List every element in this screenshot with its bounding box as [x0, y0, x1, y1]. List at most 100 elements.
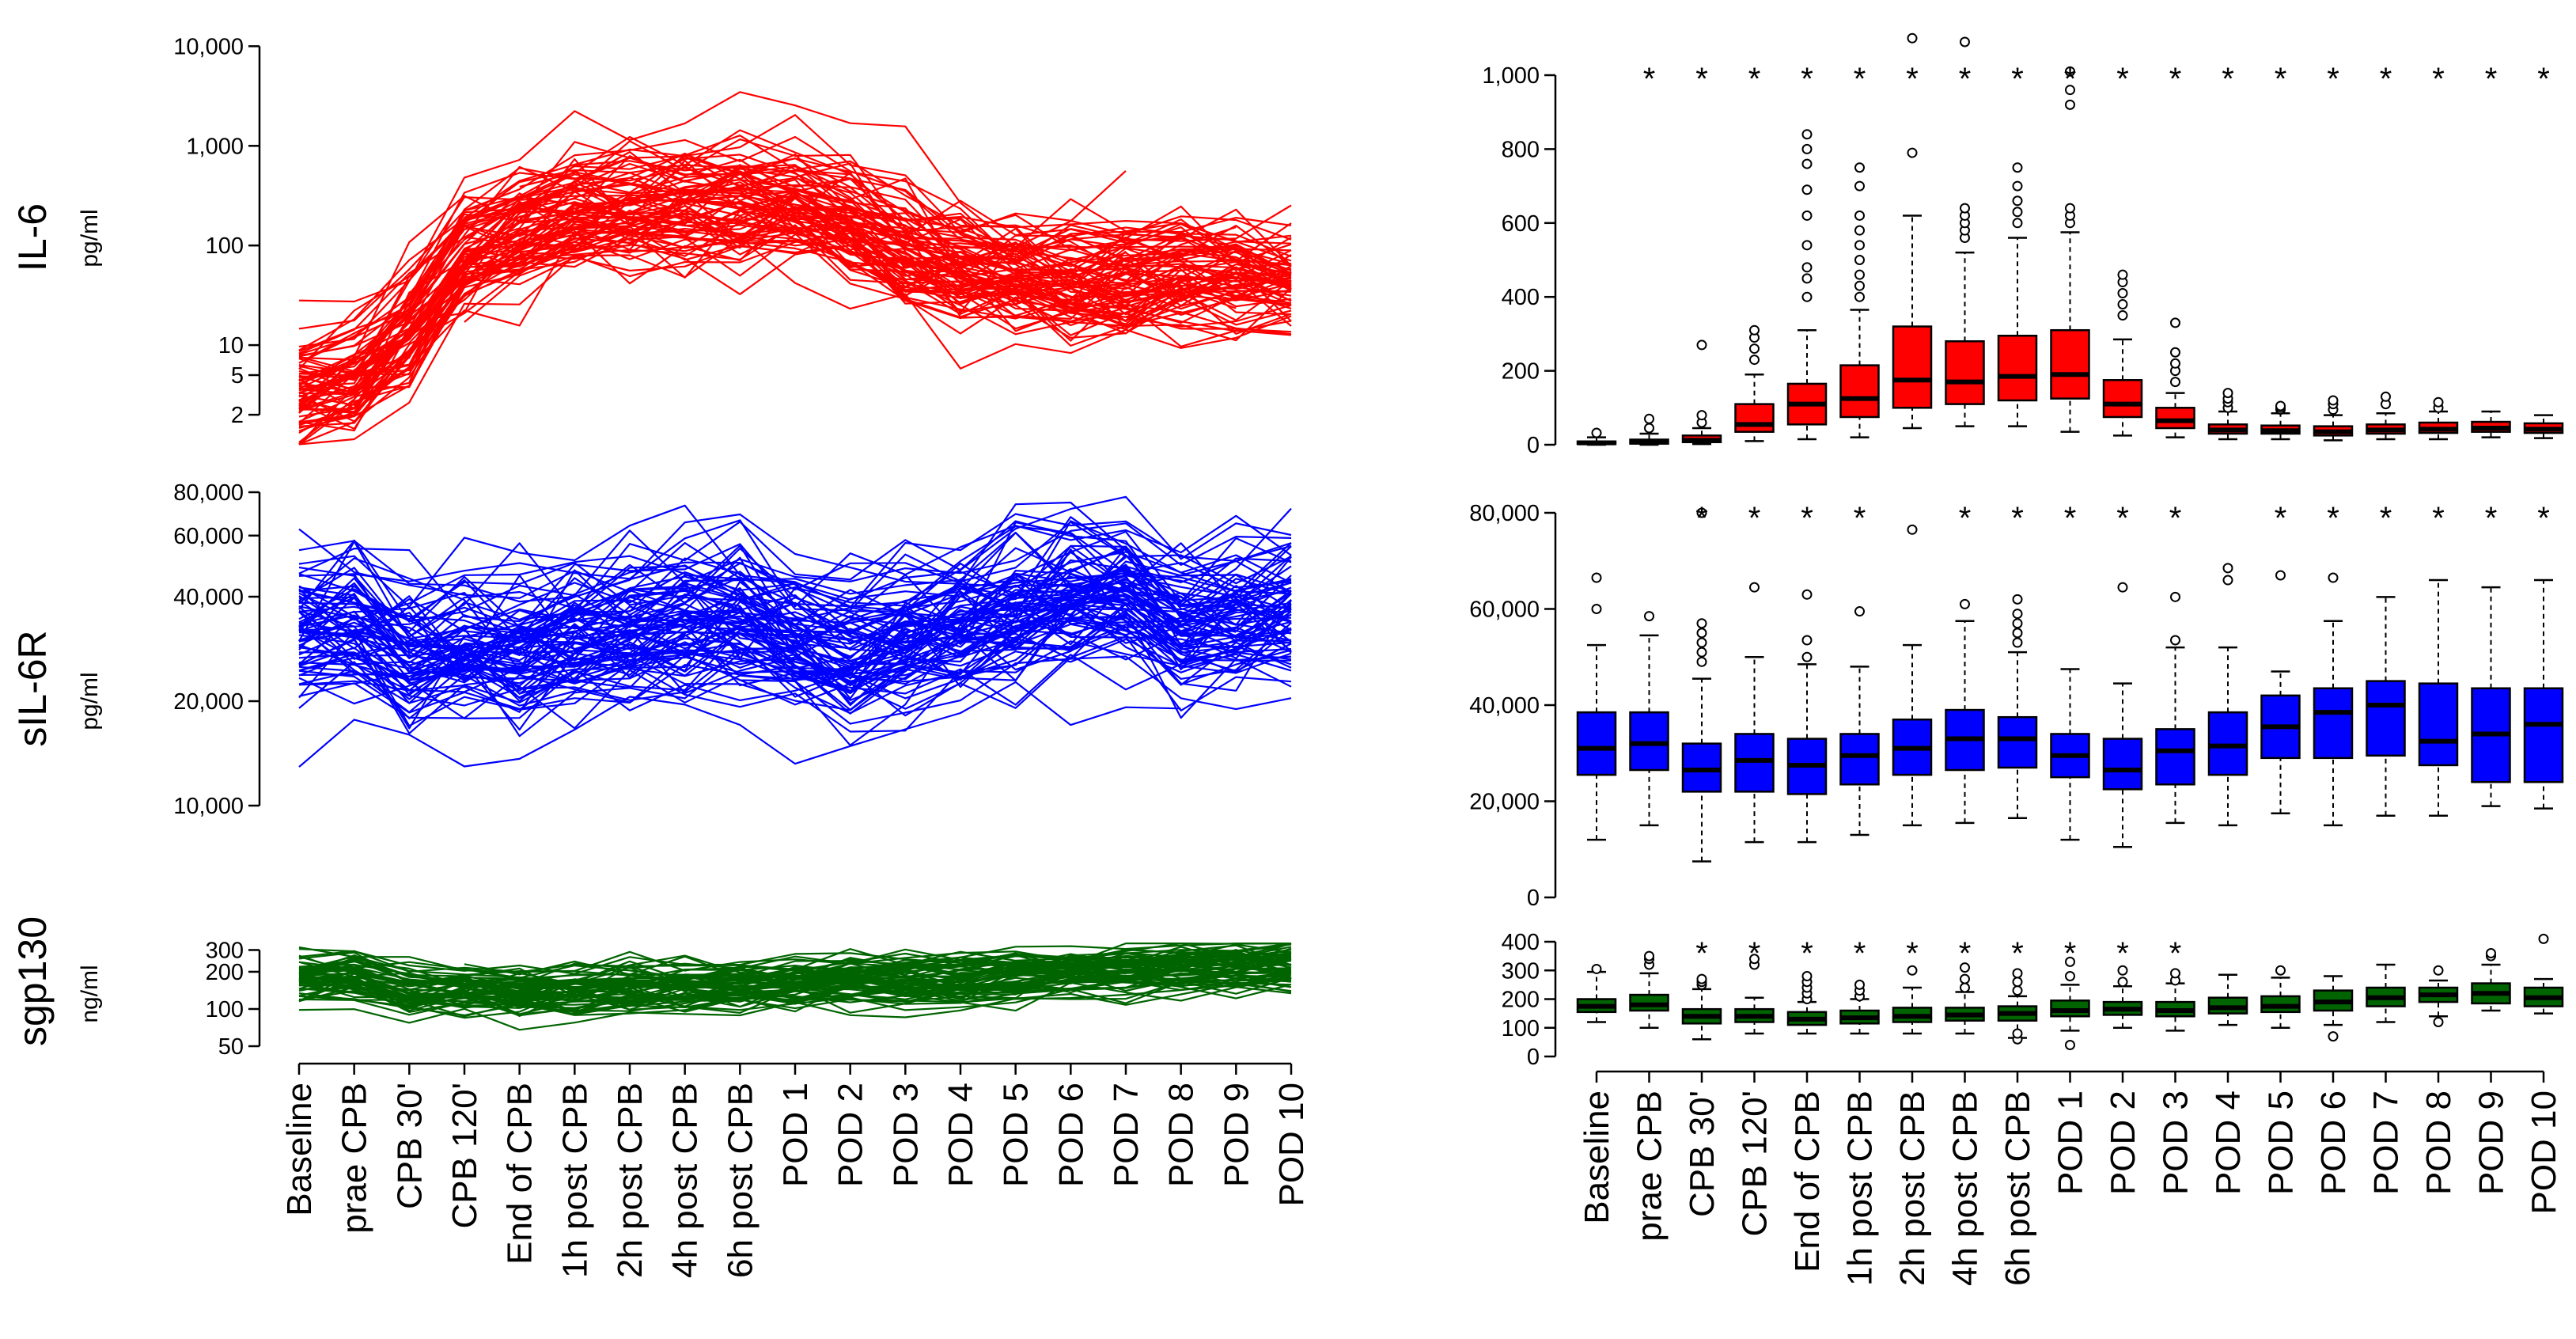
- il6-box-outlier: [2275, 400, 2286, 412]
- sgp130-box-13: [2260, 965, 2301, 1029]
- left-category-label: CPB 120': [445, 1083, 484, 1229]
- sgp130-significance-star: *: [1801, 936, 1813, 971]
- il6-y-tick-label: 100: [206, 233, 244, 259]
- il6-box-iqr: [2155, 407, 2195, 430]
- sgp130-box-17: [2471, 948, 2511, 1012]
- left-category-label: CPB 30': [390, 1083, 429, 1209]
- sgp130-box-panel: 0 100 200 300 400 * * * * * * * * * *: [1502, 930, 2564, 1070]
- il6-series-line: [298, 224, 1292, 431]
- sgp130-box-outlier: [1801, 971, 1813, 981]
- il6-box-8: *: [1997, 62, 2038, 427]
- sil6r-box-1: [1629, 611, 1669, 827]
- sgp130-significance-star: *: [1906, 936, 1919, 971]
- sgp130-box-4: *: [1786, 936, 1828, 1035]
- right-category-label: 1h post CPB: [1841, 1091, 1880, 1286]
- sil6r-series-line: [298, 617, 1292, 705]
- il6-box-iqr: [1997, 334, 2038, 402]
- sgp130-box-14: [2313, 975, 2354, 1042]
- left-category-axis: Baseline prae CPB CPB 30' CPB 120' End of CP…: [280, 1062, 1311, 1278]
- left-category-label: POD 4: [941, 1083, 980, 1187]
- left-category-label: POD 1: [776, 1083, 815, 1187]
- sgp130-box-outlier: [2170, 968, 2180, 979]
- il6-box-outlier: [2012, 180, 2023, 192]
- sgp130-significance-star: *: [1959, 936, 1972, 971]
- sgp130-box-5: *: [1839, 936, 1880, 1035]
- sil6r-series-line: [298, 578, 1292, 685]
- il6-significance-star: *: [2380, 62, 2392, 97]
- il6-box-outlier: [1854, 210, 1865, 221]
- il6-box-outlier: [1696, 410, 1707, 421]
- sil6r-box-outlier: [1591, 604, 1602, 614]
- sil6r-box-iqr: [1997, 715, 2038, 769]
- il6-series-line: [408, 152, 1292, 300]
- sil6r-box-2: *: [1681, 501, 1722, 863]
- row-title-sgp130-text: sgp130: [10, 916, 55, 1046]
- sil6r-box-3: *: [1734, 501, 1775, 844]
- il6-box-outlier: [1644, 423, 1654, 434]
- il6-box-outlier: [1960, 36, 1970, 47]
- il6-box-14: *: [2313, 62, 2354, 442]
- right-category-label: POD 3: [2157, 1091, 2195, 1195]
- sil6r-box-y-tick-label: 0: [1527, 886, 1540, 911]
- left-category-label: prae CPB: [335, 1083, 374, 1234]
- right-category-label: POD 1: [2051, 1091, 2090, 1195]
- right-category-label: POD 5: [2262, 1091, 2301, 1195]
- sgp130-significance-star: *: [2011, 936, 2024, 971]
- il6-box-outlier: [1854, 180, 1865, 192]
- il6-significance-star: *: [2011, 62, 2024, 97]
- il6-series-line: [298, 201, 1292, 418]
- sil6r-box-outlier: [1696, 507, 1707, 518]
- left-category-label: 1h post CPB: [555, 1083, 594, 1278]
- sgp130-series-line: [298, 942, 1291, 973]
- il6-box-outlier: [2170, 317, 2180, 328]
- il6-box-outlier: [1801, 240, 1813, 251]
- il6-box-outlier: [1854, 225, 1865, 236]
- sgp130-box-8: *: [1997, 936, 2038, 1045]
- il6-series-line: [298, 234, 1292, 423]
- il6-box-outlier: [1801, 143, 1813, 154]
- sil6r-box-14: *: [2313, 501, 2354, 827]
- sil6r-y-tick-label: 20,000: [173, 689, 244, 715]
- sil6r-box-outlier: [2117, 582, 2128, 593]
- left-category-label: 6h post CPB: [721, 1083, 760, 1278]
- sgp130-box-y-tick-label: 100: [1502, 1016, 1540, 1041]
- il6-box-outlier: [1696, 339, 1707, 351]
- il6-box-iqr: [1945, 339, 1985, 405]
- right-category-label: 2h post CPB: [1893, 1091, 1932, 1286]
- sil6r-significance-star: *: [2380, 501, 2392, 536]
- sgp130-box-outlier: [2538, 933, 2549, 944]
- il6-box-5: *: [1839, 62, 1880, 438]
- il6-box-y-tick-label: 600: [1502, 211, 1540, 237]
- left-category-label: POD 10: [1272, 1083, 1311, 1207]
- sgp130-box-18: [2523, 933, 2564, 1015]
- il6-series-line: [298, 191, 1292, 382]
- il6-significance-star: *: [2537, 62, 2550, 97]
- sgp130-box-outlier: [1960, 973, 1970, 984]
- il6-box-9: *: [2050, 62, 2090, 433]
- il6-series-line: [519, 195, 1292, 321]
- right-category-label: POD 4: [2209, 1091, 2248, 1195]
- sil6r-series-line: [298, 584, 1292, 700]
- sgp130-box-outlier: [1644, 950, 1654, 962]
- sgp130-box-outlier: [2117, 965, 2128, 976]
- sgp130-series-line: [298, 971, 1292, 1011]
- il6-significance-star: *: [1906, 62, 1919, 97]
- sgp130-significance-star: *: [2064, 936, 2077, 971]
- il6-series-line: [298, 158, 1292, 385]
- il6-significance-star: *: [2222, 62, 2234, 97]
- il6-box-2: *: [1681, 62, 1722, 446]
- il6-box-outlier: [2012, 195, 2023, 207]
- left-category-label: POD 8: [1162, 1083, 1201, 1187]
- sgp130-y-tick-label: 200: [206, 960, 244, 985]
- il6-series-line: [298, 237, 1292, 446]
- sil6r-y-tick-label: 80,000: [173, 480, 244, 506]
- il6-box-iqr: [2102, 379, 2143, 419]
- left-category-label: Baseline: [280, 1083, 319, 1216]
- il6-box-iqr: [2050, 328, 2090, 400]
- sil6r-box-outlier: [1696, 647, 1707, 658]
- sil6r-box-iqr: [1734, 733, 1775, 793]
- il6-series-line: [298, 201, 1292, 432]
- il6-box-4: *: [1786, 62, 1828, 441]
- sil6r-significance-star: *: [2116, 501, 2129, 536]
